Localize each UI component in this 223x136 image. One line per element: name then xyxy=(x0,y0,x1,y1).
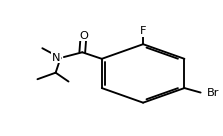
Text: O: O xyxy=(79,31,88,41)
Text: N: N xyxy=(52,53,60,63)
Text: Br: Br xyxy=(207,89,220,98)
Text: F: F xyxy=(140,26,146,36)
